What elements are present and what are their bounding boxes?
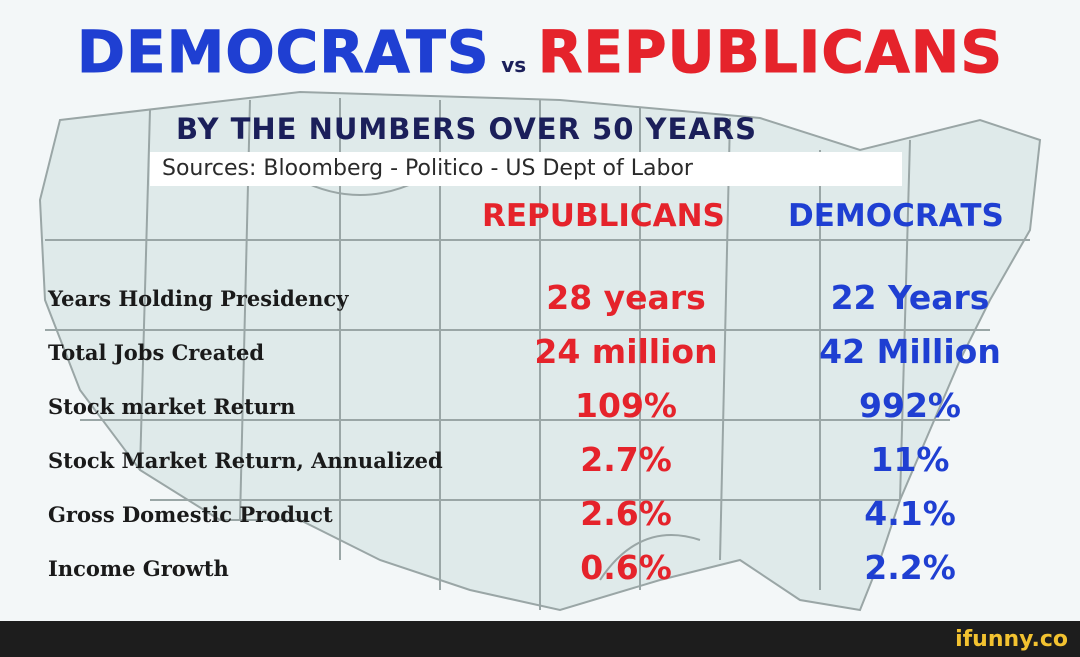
headline-republicans: REPUBLICANS <box>537 18 1004 87</box>
row-label: Gross Domestic Product <box>48 502 333 527</box>
sources-line: Sources: Bloomberg - Politico - US Dept … <box>150 152 902 186</box>
infographic: DEMOCRATS vs REPUBLICANS BY THE NUMBERS … <box>0 0 1080 621</box>
democrat-value: 11% <box>870 440 950 479</box>
republican-value: 109% <box>575 386 677 425</box>
democrat-value: 22 Years <box>830 278 990 317</box>
column-header-republicans: REPUBLICANS <box>482 198 725 234</box>
democrat-value: 42 Million <box>819 332 1001 371</box>
row-label: Years Holding Presidency <box>48 286 349 311</box>
row-label: Total Jobs Created <box>48 340 265 365</box>
row-label: Income Growth <box>48 556 229 581</box>
subheadline: BY THE NUMBERS OVER 50 YEARS <box>176 112 757 146</box>
democrat-value: 4.1% <box>864 494 956 533</box>
us-map-background <box>38 90 1042 612</box>
headline-vs: vs <box>501 53 527 77</box>
headline-democrats: DEMOCRATS <box>76 18 490 87</box>
map-state-lines <box>45 98 1030 610</box>
row-label: Stock Market Return, Annualized <box>48 448 443 473</box>
democrat-value: 2.2% <box>864 548 956 587</box>
republican-value: 28 years <box>546 278 706 317</box>
headline: DEMOCRATS vs REPUBLICANS <box>0 18 1080 87</box>
row-label: Stock market Return <box>48 394 296 419</box>
republican-value: 2.6% <box>580 494 672 533</box>
republican-value: 0.6% <box>580 548 672 587</box>
watermark-bar <box>0 621 1080 657</box>
republican-value: 2.7% <box>580 440 672 479</box>
democrat-value: 992% <box>859 386 961 425</box>
ifunny-watermark: ifunny.co <box>955 627 1068 652</box>
republican-value: 24 million <box>534 332 718 371</box>
column-header-democrats: DEMOCRATS <box>788 198 1004 234</box>
